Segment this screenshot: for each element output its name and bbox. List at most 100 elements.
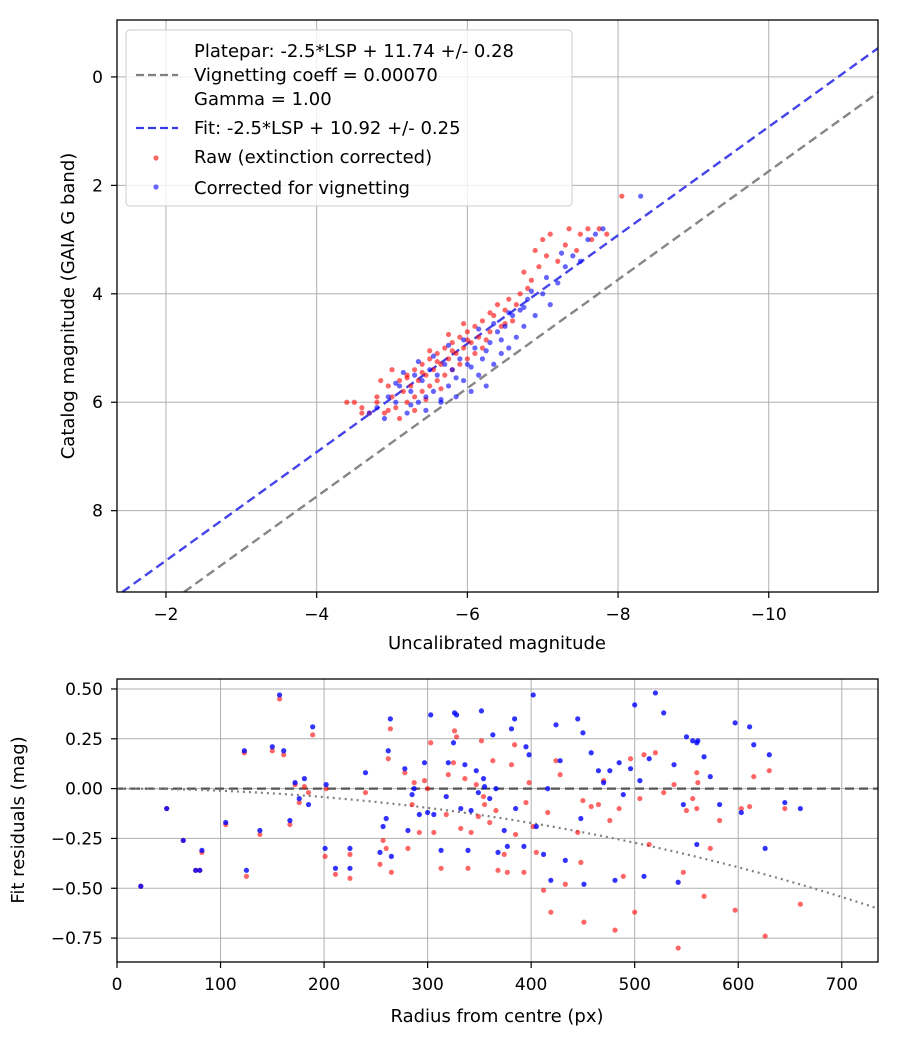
top-raw-point [506,296,512,302]
bottom-corrected-point [199,847,205,853]
top-raw-point [385,407,391,413]
bottom-raw-point [431,829,437,836]
bottom-raw-point [257,831,263,838]
bottom-corrected-point [180,837,186,844]
bottom-raw-point [637,795,643,802]
top-corrected-point [638,193,644,199]
bottom-corrected-point [627,766,634,772]
top-corrected-point [521,323,527,329]
bottom-raw-point [716,817,723,824]
top-raw-point [449,339,455,346]
top-x-tick-label: −6 [455,605,480,625]
legend-box [125,29,573,207]
top-raw-point [464,356,470,362]
top-corrected-point [476,372,482,378]
top-corrected-point [423,394,429,400]
bottom-raw-point [751,774,757,780]
bottom-raw-point [616,805,622,812]
bottom-corrected-point [377,849,383,855]
bottom-corrected-point [490,732,496,738]
bottom-raw-point [380,837,386,844]
bottom-x-tick-label: 400 [515,975,547,995]
residuals-chart: 0 100 200 300 400 500 600 700 0.50 0.25 0.00 −0.25… [8,678,879,1027]
bottom-raw-point [388,869,394,875]
bottom-raw-point [747,803,753,810]
bottom-corrected-point [557,758,563,764]
bottom-raw-point [661,789,667,796]
bottom-corrected-point [526,752,532,758]
top-y-tick-label: 6 [92,393,103,413]
top-corrected-point [408,388,414,394]
legend-platepar-line: Platepar: -2.5*LSP + 11.74 +/- 0.28 [194,41,514,62]
bottom-raw-point [762,933,768,939]
bottom-raw-point [377,861,383,867]
top-raw-point [472,350,478,357]
bottom-raw-point [480,793,487,800]
bottom-corrected-point [495,849,501,855]
top-x-ticks: −2 −4 −6 −8 −10 [153,592,787,625]
top-corrected-point [472,345,478,351]
bottom-corrected-point [301,776,308,782]
top-corrected-point [393,399,399,405]
bottom-corrected-point [462,762,468,768]
top-raw-point [412,394,418,400]
bottom-x-tick-label: 0 [112,975,123,995]
top-raw-point [389,394,395,400]
bottom-y-axis-label: Fit residuals (mag) [8,736,29,903]
bottom-corrected-point [797,805,803,812]
bottom-raw-point [493,807,499,814]
bottom-y-tick-label: 0.25 [65,730,103,750]
top-raw-point [589,236,595,243]
legend-raw-swatch [153,155,159,161]
top-raw-point [513,302,519,308]
top-corrected-point [491,361,497,367]
legend-platepar-line: Vignetting coeff = 0.00070 [194,65,438,86]
bottom-raw-point [450,760,457,766]
top-raw-point [460,321,467,327]
bottom-raw-point [451,728,458,734]
top-raw-point [596,226,602,232]
bottom-corrected-point [575,716,581,722]
top-raw-point [374,394,380,400]
bottom-raw-point [632,909,638,915]
bottom-raw-point [425,786,431,792]
bottom-corrected-point [411,786,417,792]
legend: Platepar: -2.5*LSP + 11.74 +/- 0.28 Vigne… [125,29,573,207]
top-raw-point [498,323,504,329]
top-corrected-point [468,388,474,394]
legend-corrected-label: Corrected for vignetting [194,178,410,199]
top-corrected-point [532,312,538,319]
bottom-raw-point [301,784,308,790]
bottom-corrected-point [578,815,584,822]
top-y-axis-label: Catalog magnitude (GAIA G band) [58,153,79,460]
top-corrected-point [494,329,501,335]
top-corrected-point [570,253,576,259]
top-corrected-point [562,264,568,270]
bottom-raw-point [402,770,408,776]
top-corrected-point [506,345,512,351]
top-x-tick-label: −4 [304,605,329,625]
bottom-raw-point [387,726,393,732]
bottom-corrected-point [241,748,247,754]
bottom-raw-point [620,873,626,879]
bottom-corrected-point [637,778,643,784]
bottom-corrected-point [548,877,554,883]
top-raw-point [430,367,437,373]
top-raw-point [404,399,410,405]
bottom-corrected-point [646,756,652,762]
bottom-corrected-point [738,809,744,816]
bottom-x-tick-label: 200 [308,975,340,995]
bottom-raw-point [411,780,417,786]
top-corrected-point [408,402,414,408]
bottom-raw-point [454,734,460,740]
top-raw-point [374,399,380,405]
bottom-corrected-point [428,712,434,718]
top-corrected-point [509,312,516,319]
bottom-corrected-point [475,789,481,796]
top-corrected-point [483,348,489,354]
bottom-corrected-point [281,748,287,754]
top-raw-point [566,226,572,232]
bottom-x-tick-label: 700 [826,975,858,995]
bottom-raw-point [694,770,700,776]
